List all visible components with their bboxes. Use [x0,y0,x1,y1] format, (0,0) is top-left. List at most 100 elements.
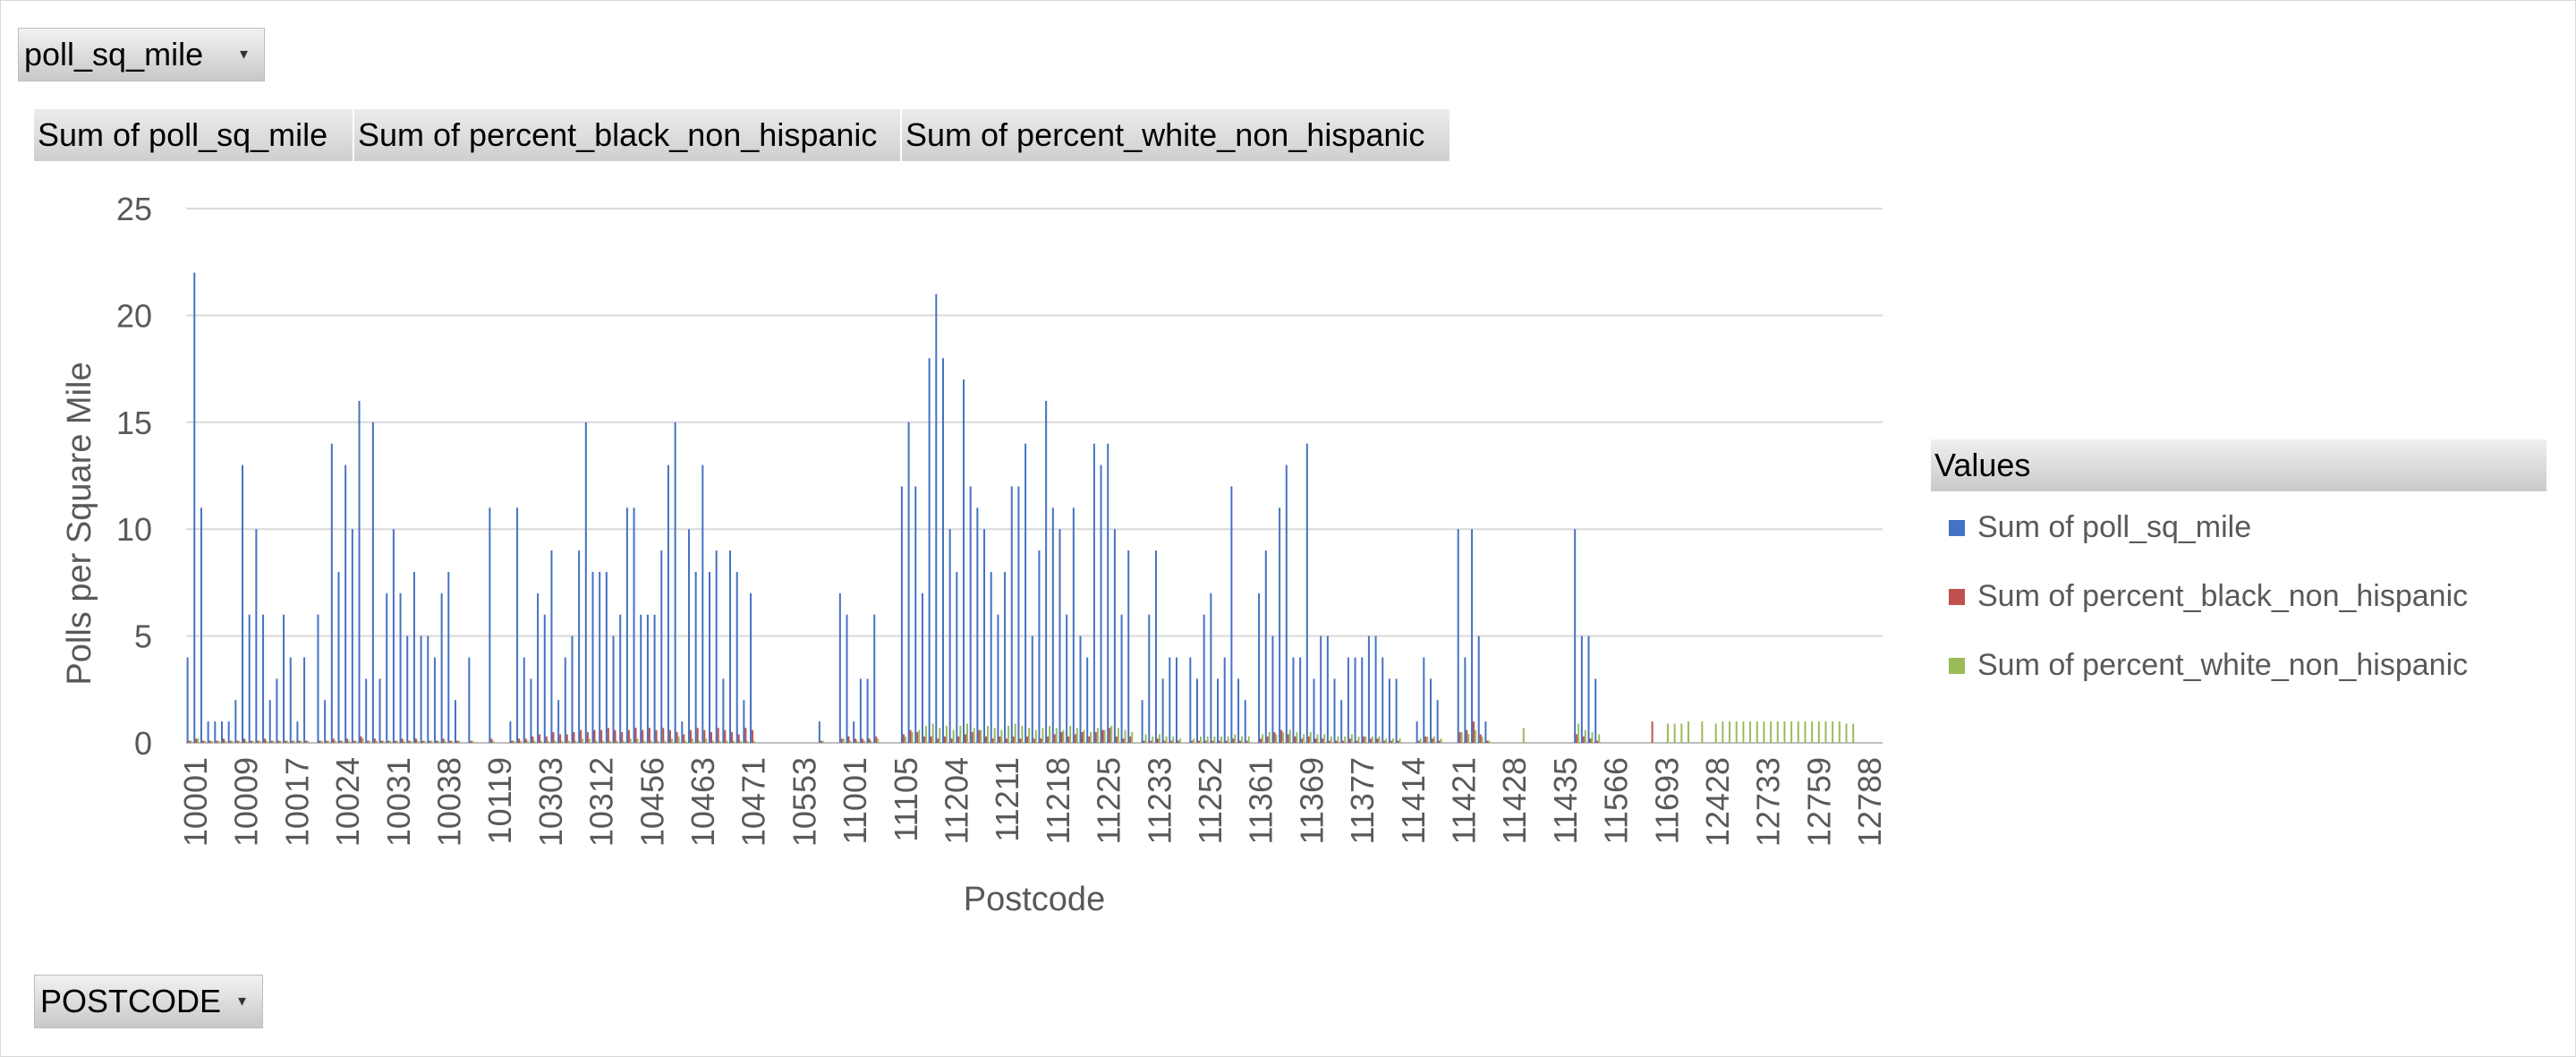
bar-0-73 [687,529,690,743]
bar-0-22 [337,571,340,743]
bar-2-159 [1282,732,1285,743]
bar-0-162 [1299,657,1302,743]
bar-0-78 [722,678,725,743]
filter-field-button[interactable]: poll_sq_mile ▾ [18,28,265,81]
bar-0-29 [386,592,388,743]
bar-2-240 [1838,721,1841,743]
legend-swatch [1949,519,1965,536]
bar-1-57 [580,729,582,743]
bar-1-205 [1596,740,1599,743]
x-tick-label: 10303 [532,757,569,847]
bar-0-186 [1464,657,1467,743]
bar-2-34 [423,740,426,743]
bar-1-61 [607,728,609,743]
bar-0-113 [963,379,965,743]
bar-1-5 [222,738,225,743]
bar-0-143 [1169,657,1171,743]
bar-0-126 [1051,507,1054,743]
bar-2-44 [492,740,495,743]
legend-item-poll[interactable]: Sum of poll_sq_mile [1949,510,2251,545]
bar-0-115 [976,507,979,743]
bar-0-81 [743,700,745,743]
x-tick-label: 12428 [1699,757,1736,847]
bar-0-179 [1416,721,1418,743]
bar-1-116 [985,736,988,743]
row-field-button[interactable]: POSTCODE ▾ [34,975,263,1028]
bar-0-39 [454,700,456,743]
value-header-black[interactable]: Sum of percent_black_non_hispanic [354,109,902,161]
bar-2-36 [437,740,439,743]
bar-1-165 [1322,738,1324,743]
bar-2-0 [190,740,192,743]
bar-2-12 [272,740,275,743]
bar-0-152 [1230,486,1233,743]
bar-0-57 [578,550,581,743]
bar-2-110 [945,725,948,743]
bar-2-49 [526,740,529,743]
bar-2-129 [1075,728,1078,743]
bar-1-19 [319,740,321,743]
bar-1-122 [1026,736,1029,743]
bar-0-38 [447,571,450,743]
bar-2-39 [457,740,460,743]
bar-2-164 [1316,734,1319,743]
bar-0-171 [1361,657,1364,743]
bar-0-160 [1285,465,1288,743]
bar-1-186 [1466,729,1468,743]
bar-1-34 [421,740,424,743]
bar-2-169 [1350,734,1353,743]
bar-2-120 [1014,723,1016,743]
bar-0-163 [1305,443,1308,743]
x-tick-label: 11377 [1344,757,1381,844]
bar-2-4 [217,740,220,743]
bar-1-55 [565,734,568,743]
bar-1-112 [957,736,960,743]
bar-1-38 [449,740,452,743]
bar-1-11 [264,738,267,743]
legend-item-white[interactable]: Sum of percent_white_non_hispanic [1949,648,2468,683]
bar-0-76 [708,571,710,743]
value-header-white[interactable]: Sum of percent_white_non_hispanic [902,109,1451,161]
x-tick-label: 12733 [1750,757,1787,847]
bar-1-8 [243,738,246,743]
bar-0-150 [1217,678,1220,743]
bar-0-109 [935,294,938,743]
bar-2-22 [341,740,344,743]
bar-2-6 [231,740,234,743]
bar-0-158 [1271,635,1274,743]
bar-0-97 [853,721,855,743]
bar-2-140 [1152,736,1154,743]
bar-1-44 [490,738,493,743]
bar-2-160 [1288,729,1291,743]
bar-1-25 [360,736,362,743]
bar-0-16 [296,721,299,743]
value-header-poll[interactable]: Sum of poll_sq_mile [34,109,354,161]
bar-2-149 [1213,736,1216,743]
bar-2-35 [430,740,433,743]
bar-1-52 [545,736,548,743]
bar-0-70 [667,465,669,743]
bar-0-5 [220,721,223,743]
bar-2-32 [410,740,412,743]
bar-2-38 [451,740,454,743]
bar-1-143 [1170,740,1173,743]
bar-2-57 [582,738,584,743]
bar-2-117 [993,728,996,743]
bar-1-39 [455,740,458,743]
bar-1-127 [1060,732,1063,743]
bar-1-166 [1328,740,1331,743]
bar-2-166 [1330,736,1332,743]
bar-0-117 [990,571,992,743]
bar-1-150 [1219,740,1221,743]
bar-0-166 [1326,635,1329,743]
bar-1-176 [1397,740,1399,743]
bar-2-194 [1522,728,1525,743]
bar-2-127 [1062,729,1065,743]
legend-item-black[interactable]: Sum of percent_black_non_hispanic [1949,579,2468,614]
bar-2-216 [1673,723,1676,743]
bar-2-165 [1323,734,1326,743]
bar-0-161 [1292,657,1295,743]
bar-2-121 [1021,725,1024,743]
x-tick-label: 11218 [1040,757,1076,844]
bar-0-9 [248,614,251,743]
